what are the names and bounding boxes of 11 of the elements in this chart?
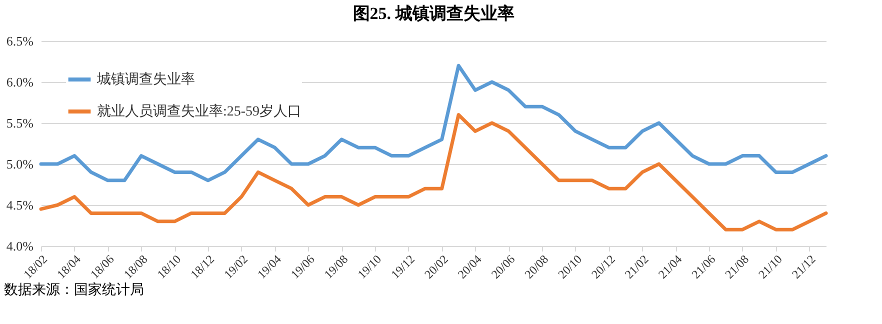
legend-label: 就业人员调查失业率:25-59岁人口 xyxy=(97,104,302,120)
source-note: 数据来源：国家统计局 xyxy=(4,281,145,299)
y-tick-label: 5.5% xyxy=(6,116,34,130)
legend-label: 城镇调查失业率 xyxy=(96,72,195,88)
y-tick-label: 5.0% xyxy=(6,156,34,172)
chart-title: 图25. 城镇调查失业率 xyxy=(352,4,514,23)
line-series xyxy=(39,64,828,182)
y-tick-label: 6.0% xyxy=(6,74,34,90)
y-tick-label: 6.5% xyxy=(6,34,34,48)
y-tick-label: 4.5% xyxy=(6,198,34,212)
y-tick-label: 4.0% xyxy=(6,238,34,254)
